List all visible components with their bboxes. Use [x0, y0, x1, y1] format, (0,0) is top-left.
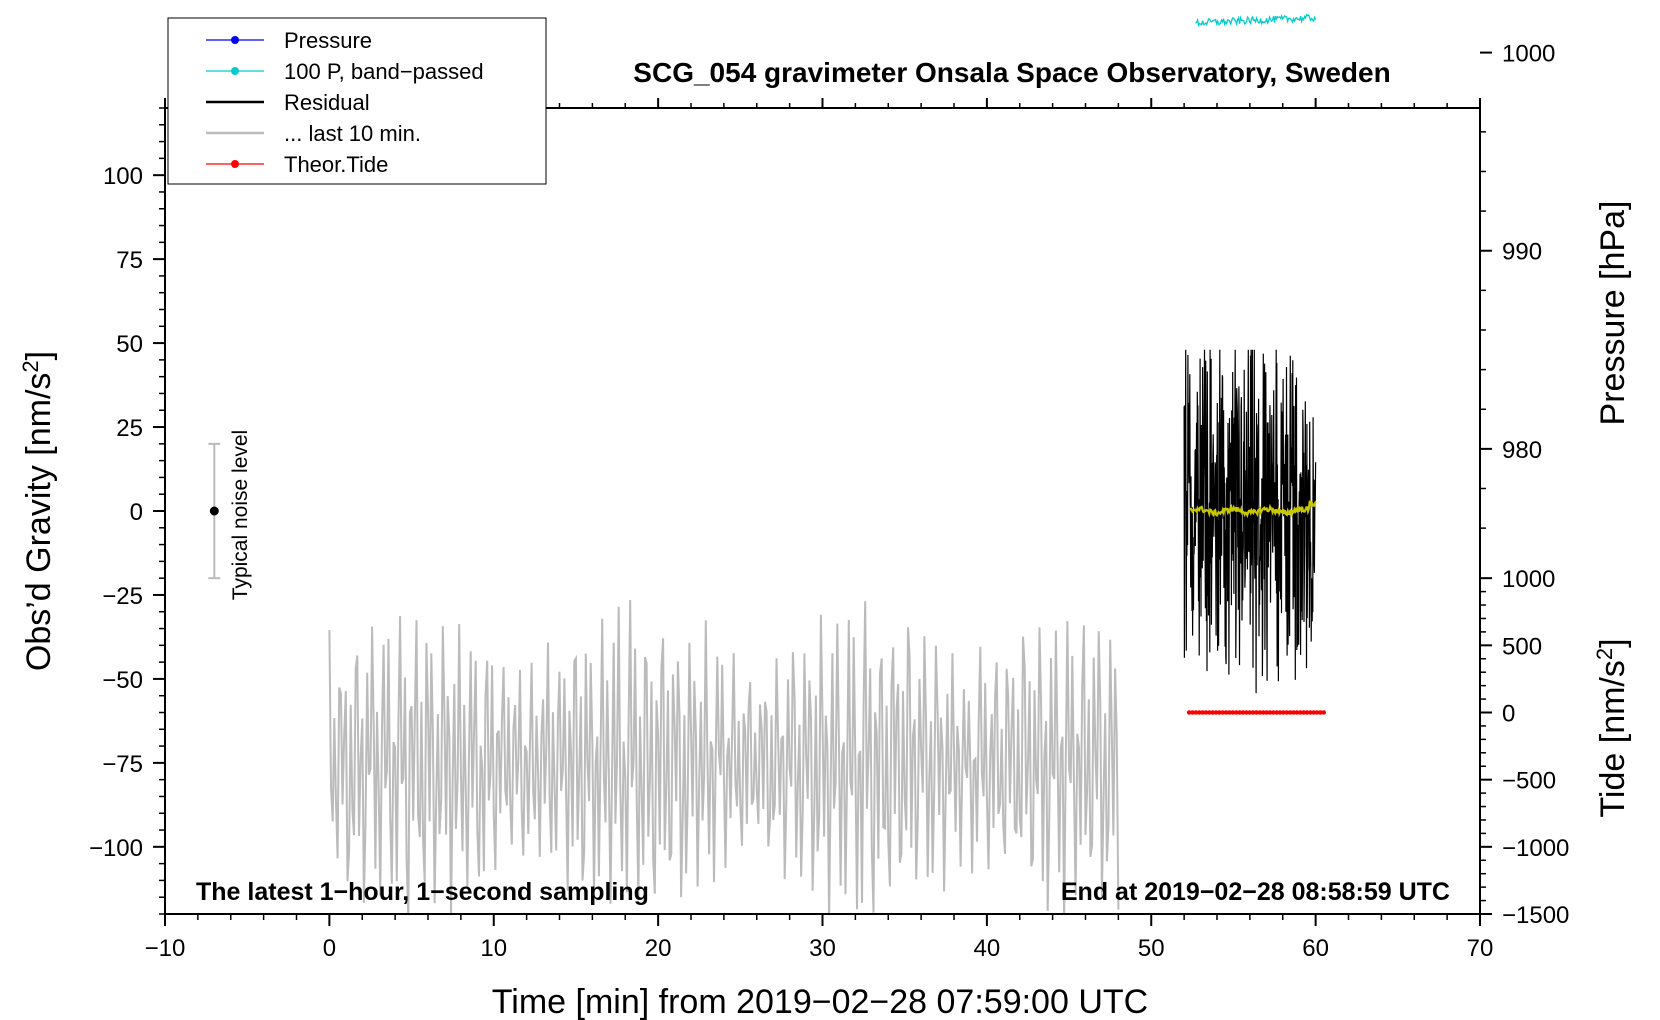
noise-bar-center: [209, 506, 219, 516]
y-tick-label: 0: [130, 499, 143, 526]
tide-point: [1210, 710, 1215, 715]
tide-tick-label: 1000: [1502, 566, 1555, 593]
tide-point: [1281, 710, 1286, 715]
tide-point: [1186, 710, 1192, 715]
y-axis-label: Obs’d Gravity [nm/s2]: [18, 351, 58, 671]
tide-point: [1267, 710, 1273, 715]
legend-marker: [231, 67, 239, 75]
tide-point: [1193, 710, 1198, 715]
tide-axis-label: Tide [nm/s2]: [1592, 638, 1632, 817]
y-tick-label: 75: [116, 247, 143, 274]
tide-axis-label-text: Tide [nm/s: [1594, 660, 1632, 817]
tide-point: [1190, 710, 1195, 715]
noise-level-label: Typical noise level: [229, 430, 252, 600]
x-tick-label: −10: [145, 935, 186, 962]
tide-point: [1244, 710, 1249, 715]
tide-point: [1271, 710, 1276, 715]
tide-tick-label: 500: [1502, 633, 1542, 660]
pressure-tick-label: 980: [1502, 437, 1542, 464]
tide-tick-label: −1000: [1502, 835, 1569, 862]
legend-marker: [231, 160, 239, 168]
tide-point: [1260, 710, 1266, 715]
tide-point: [1217, 710, 1222, 715]
tide-point: [1203, 710, 1209, 715]
x-tick-label: 0: [323, 935, 336, 962]
tide-point: [1314, 710, 1320, 715]
legend-items: Pressure 100 P, band−passed Residual ... la…: [206, 28, 484, 177]
y-tick-label: 25: [116, 415, 143, 442]
x-tick-label: 70: [1467, 935, 1494, 962]
x-tick-label: 60: [1302, 935, 1329, 962]
tide-point: [1304, 710, 1310, 715]
legend-label: 100 P, band−passed: [284, 59, 484, 84]
tide-point: [1318, 710, 1323, 715]
tide-point: [1250, 710, 1256, 715]
pressure-tick-label: 990: [1502, 239, 1542, 266]
legend-marker: [231, 36, 239, 44]
tide-point: [1308, 710, 1313, 715]
tide-point: [1287, 710, 1293, 715]
tide-point: [1257, 710, 1263, 715]
tide-tick-label: −1500: [1502, 902, 1569, 929]
y-axis-label-sup: 2: [18, 360, 43, 372]
x-tick-label: 40: [974, 935, 1001, 962]
tide-point: [1247, 710, 1252, 715]
tide-point: [1200, 710, 1205, 715]
x-axis-label: Time [min] from 2019−02−28 07:59:00 UTC: [492, 983, 1148, 1020]
tide-point: [1196, 710, 1202, 715]
tide-point: [1298, 710, 1303, 715]
tide-point: [1321, 710, 1327, 715]
tide-point: [1274, 710, 1279, 715]
tide-point: [1291, 710, 1296, 715]
tide-point: [1230, 710, 1236, 715]
x-tick-label: 10: [480, 935, 507, 962]
x-tick-label: 20: [645, 935, 672, 962]
pressure-axis-label: Pressure [hPa]: [1594, 201, 1632, 426]
x-tick-label: 30: [809, 935, 836, 962]
tide-tick-label: 0: [1502, 701, 1515, 728]
y-tick-label: −100: [89, 835, 143, 862]
x-tick-label: 50: [1138, 935, 1165, 962]
tide-point: [1213, 710, 1219, 715]
tide-point: [1223, 710, 1229, 715]
tide-point: [1264, 710, 1269, 715]
tide-point: [1207, 710, 1212, 715]
tide-point: [1301, 710, 1306, 715]
legend-label: Pressure: [284, 28, 372, 53]
y-tick-label: 50: [116, 331, 143, 358]
legend: Pressure 100 P, band−passed Residual ... la…: [167, 17, 547, 185]
tide-point: [1240, 710, 1246, 715]
series-residual-smoothed: [1188, 500, 1317, 519]
tide-axis-label-end: ]: [1594, 638, 1632, 647]
legend-label: Residual: [284, 90, 370, 115]
tide-point: [1227, 710, 1232, 715]
y-axis-label-text: Obs’d Gravity [nm/s: [20, 373, 58, 672]
tide-tick-label: −500: [1502, 768, 1556, 795]
tide-point: [1220, 710, 1225, 715]
y-tick-label: 100: [103, 163, 143, 190]
tide-point: [1237, 710, 1242, 715]
tide-point: [1254, 710, 1259, 715]
tide-point: [1294, 710, 1300, 715]
tide-point: [1311, 710, 1316, 715]
series-residual: [1183, 349, 1317, 694]
chart-title: SCG_054 gravimeter Onsala Space Observat…: [633, 57, 1390, 88]
tide-point: [1234, 710, 1239, 715]
series-layer: [208, 13, 1327, 914]
y-tick-label: −25: [102, 583, 143, 610]
tide-point: [1277, 710, 1283, 715]
tide-axis-label-sup: 2: [1592, 648, 1617, 660]
annotation-latest-hour: The latest 1−hour, 1−second sampling: [196, 878, 649, 906]
series-pressure-band-passed: [1195, 13, 1317, 28]
pressure-tick-label: 1000: [1502, 41, 1555, 68]
y-axis-label-end: ]: [20, 351, 58, 360]
y-tick-label: −50: [102, 667, 143, 694]
legend-label: ... last 10 min.: [284, 121, 421, 146]
y-tick-label: −75: [102, 751, 143, 778]
series-last-10-min: [328, 599, 1120, 914]
legend-label: Theor.Tide: [284, 152, 388, 177]
tide-point: [1284, 710, 1289, 715]
annotation-end-time: End at 2019−02−28 08:58:59 UTC: [1061, 878, 1450, 906]
